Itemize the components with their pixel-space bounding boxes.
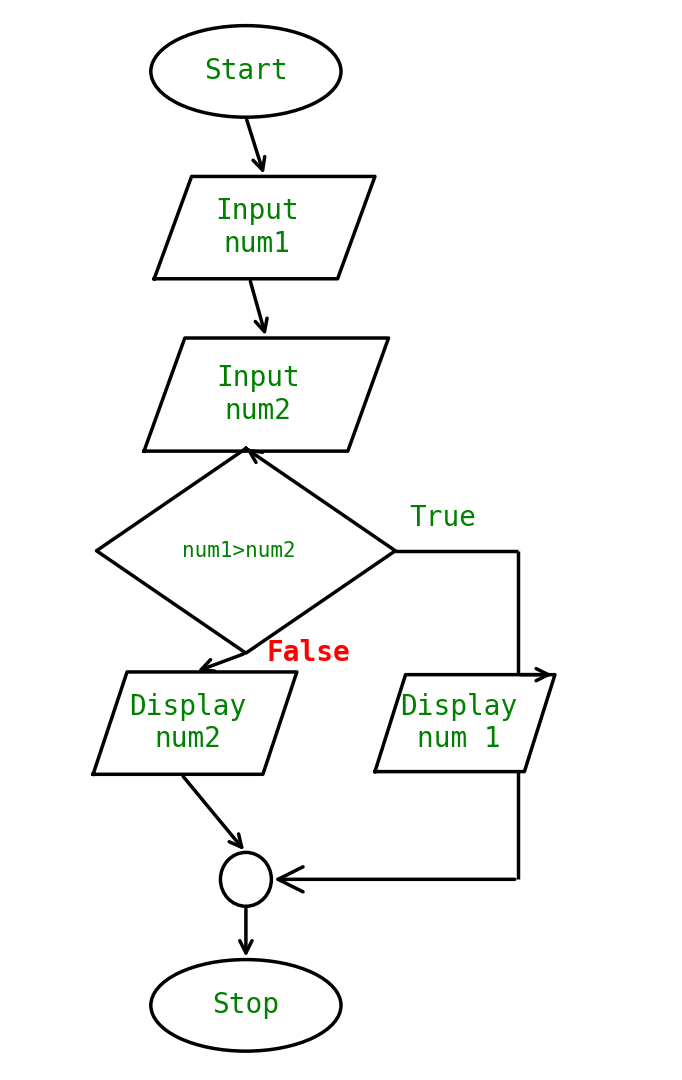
Text: True: True [409,504,476,532]
Text: Display
num 1: Display num 1 [400,693,518,754]
Text: Display
num2: Display num2 [130,693,247,754]
Text: Start: Start [204,57,288,85]
Text: False: False [266,639,350,667]
Text: Stop: Stop [212,991,280,1020]
Text: num1>num2: num1>num2 [182,541,296,561]
Text: Input
num1: Input num1 [216,198,299,258]
Text: Input
num2: Input num2 [216,364,300,424]
